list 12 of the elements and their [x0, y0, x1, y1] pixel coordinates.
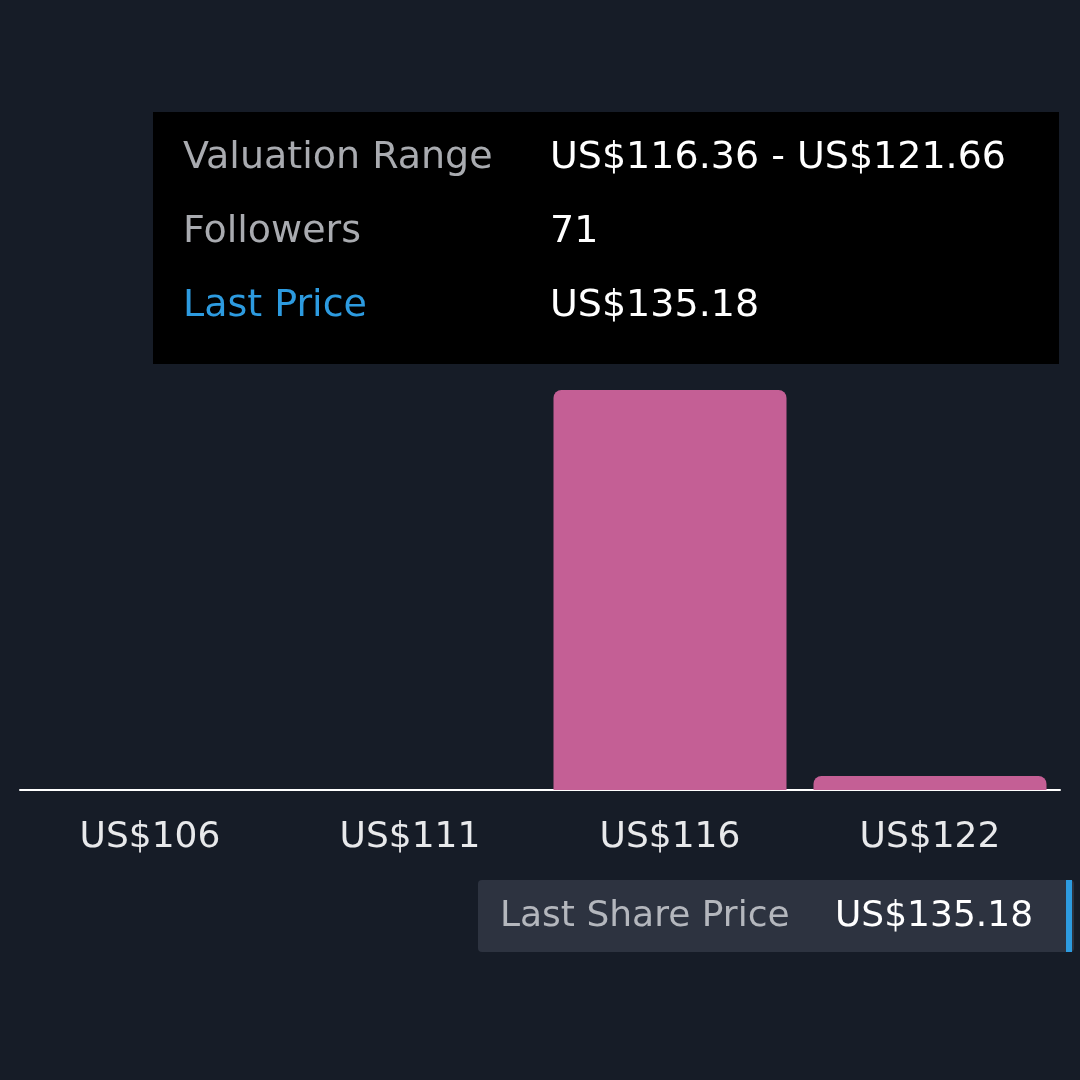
text: 71	[550, 207, 599, 251]
x-tick-label: US$116	[599, 813, 741, 855]
text: Last Price	[183, 281, 367, 325]
text: Followers	[183, 207, 361, 251]
x-tick-label: US$106	[79, 813, 221, 855]
x-tick-label: US$122	[859, 813, 1001, 855]
text: Last Share Price	[500, 892, 790, 934]
text: US$135.18	[550, 281, 760, 325]
text: US$135.18	[835, 892, 1034, 934]
text: US$116.36 - US$121.66	[550, 133, 1007, 177]
text: Valuation Range	[183, 133, 493, 177]
x-tick-label: US$111	[339, 813, 481, 855]
